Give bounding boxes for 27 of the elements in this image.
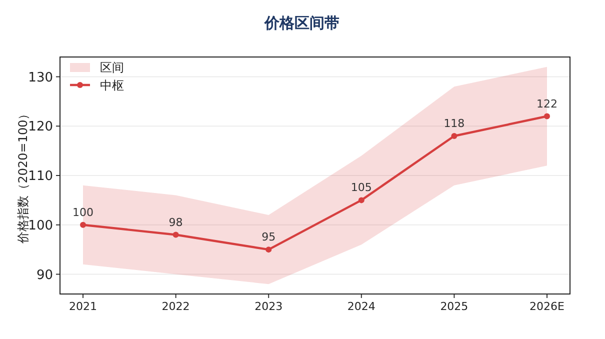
point: [544, 113, 550, 120]
y-tick-label: 110: [28, 169, 53, 184]
chart-title: 价格区间带: [264, 14, 340, 32]
point: [80, 222, 86, 228]
y-tick-label: 100: [28, 218, 53, 234]
x-tick-label: 2021: [69, 300, 97, 313]
x-tick-label: 2024: [347, 300, 376, 313]
data-label: 105: [350, 181, 372, 194]
legend-label: 中枢: [100, 78, 124, 92]
point: [451, 133, 458, 139]
point: [358, 197, 364, 204]
y-tick-label: 120: [28, 120, 53, 135]
y-axis-title: 价格指数（2020=100）: [16, 108, 30, 244]
y-tick-label: 130: [28, 70, 53, 86]
data-label: 100: [72, 206, 94, 219]
x-tick-label: 2022: [162, 300, 190, 313]
data-label: 118: [444, 117, 465, 130]
data-label: 122: [536, 97, 558, 110]
data-label: 98: [168, 216, 183, 229]
y-tick-label: 90: [36, 268, 53, 283]
data-label: 95: [262, 230, 276, 244]
x-tick-label: 2026E: [530, 300, 565, 313]
x-tick-label: 2025: [440, 300, 468, 313]
annotation: 区间: [100, 60, 124, 74]
x-tick-label: 2023: [254, 300, 283, 313]
point: [266, 246, 272, 253]
point: [172, 232, 179, 238]
